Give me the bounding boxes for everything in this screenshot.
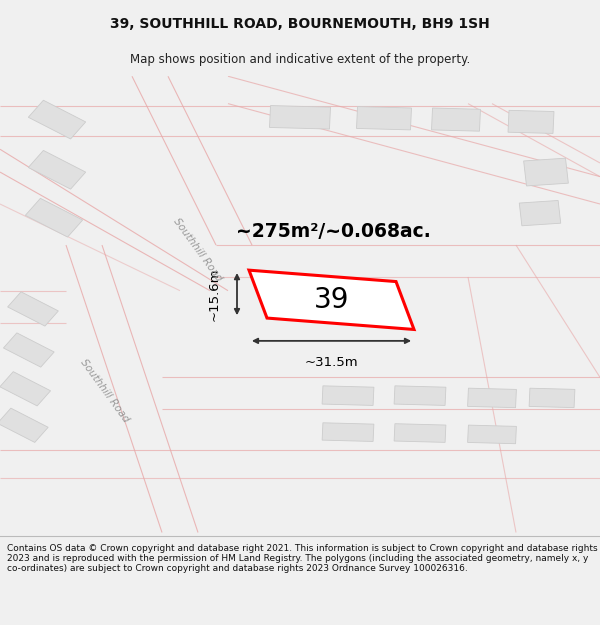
Polygon shape [28,151,86,189]
Polygon shape [508,111,554,133]
Polygon shape [269,106,331,129]
Polygon shape [0,408,48,442]
Polygon shape [529,388,575,408]
Text: Southhill Road: Southhill Road [79,357,131,424]
Polygon shape [356,107,412,130]
Polygon shape [394,424,446,442]
Polygon shape [25,198,83,237]
Polygon shape [431,108,481,131]
Text: Map shows position and indicative extent of the property.: Map shows position and indicative extent… [130,53,470,66]
Polygon shape [467,388,517,408]
Polygon shape [0,372,50,406]
Polygon shape [28,100,86,139]
Polygon shape [322,422,374,441]
Text: ~15.6m: ~15.6m [208,268,221,321]
Text: Contains OS data © Crown copyright and database right 2021. This information is : Contains OS data © Crown copyright and d… [7,544,598,573]
Text: Southhill Road: Southhill Road [172,216,224,283]
Polygon shape [524,158,568,186]
Polygon shape [322,386,374,406]
Text: 39: 39 [314,286,349,314]
Polygon shape [519,201,561,226]
Text: ~275m²/~0.068ac.: ~275m²/~0.068ac. [236,222,430,241]
Text: 39, SOUTHHILL ROAD, BOURNEMOUTH, BH9 1SH: 39, SOUTHHILL ROAD, BOURNEMOUTH, BH9 1SH [110,18,490,31]
Text: ~31.5m: ~31.5m [305,356,358,369]
Polygon shape [4,333,54,367]
Polygon shape [249,270,414,329]
Polygon shape [467,425,517,444]
Polygon shape [394,386,446,406]
Polygon shape [8,292,58,326]
